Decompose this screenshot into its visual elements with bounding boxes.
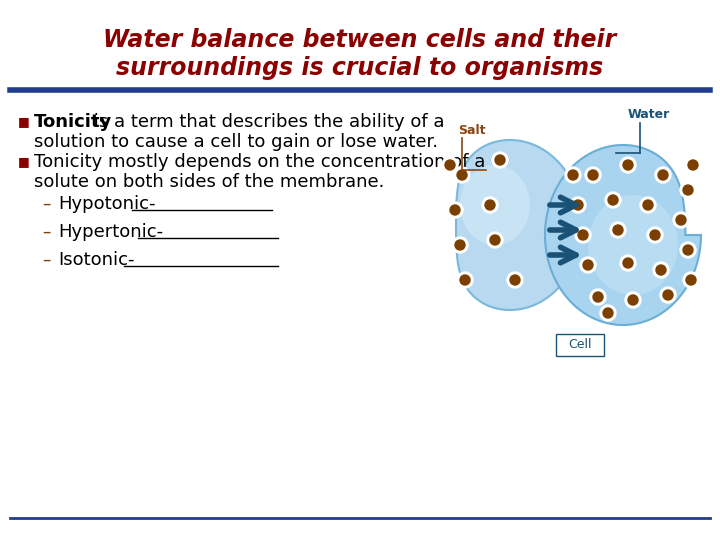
Ellipse shape [460,165,530,245]
Circle shape [485,200,495,210]
Circle shape [610,222,626,238]
Circle shape [482,197,498,213]
Circle shape [688,160,698,170]
Text: Salt: Salt [458,124,485,137]
Circle shape [680,182,696,198]
Text: Tonicity: Tonicity [34,113,112,131]
Circle shape [487,232,503,248]
Circle shape [495,155,505,165]
Text: solution to cause a cell to gain or lose water.: solution to cause a cell to gain or lose… [34,133,438,151]
Circle shape [655,167,671,183]
Circle shape [454,167,470,183]
Circle shape [640,197,656,213]
Text: –: – [42,223,50,241]
Circle shape [613,225,623,235]
Text: Hypotonic-: Hypotonic- [58,195,156,213]
Circle shape [643,200,653,210]
Circle shape [680,242,696,258]
Circle shape [625,292,641,308]
FancyBboxPatch shape [556,334,604,356]
Circle shape [580,257,596,273]
Circle shape [442,157,458,173]
Circle shape [683,185,693,195]
Text: ■: ■ [18,156,30,168]
Text: is a term that describes the ability of a: is a term that describes the ability of … [88,113,444,131]
Circle shape [650,230,660,240]
Circle shape [603,308,613,318]
Circle shape [653,262,669,278]
Circle shape [490,235,500,245]
Circle shape [676,215,686,225]
Circle shape [623,258,633,268]
Circle shape [573,200,583,210]
Circle shape [588,170,598,180]
Circle shape [583,260,593,270]
Circle shape [447,202,463,218]
Circle shape [450,205,460,215]
Circle shape [570,197,586,213]
Circle shape [623,160,633,170]
Polygon shape [545,145,701,325]
Text: –: – [42,195,50,213]
Circle shape [600,305,616,321]
Circle shape [660,287,676,303]
Circle shape [656,265,666,275]
Circle shape [455,240,465,250]
Circle shape [585,167,601,183]
Circle shape [457,272,473,288]
Circle shape [658,170,668,180]
Circle shape [605,192,621,208]
Circle shape [460,275,470,285]
Text: Tonicity mostly depends on the concentration of a: Tonicity mostly depends on the concentra… [34,153,485,171]
Circle shape [507,272,523,288]
Text: Isotonic-: Isotonic- [58,251,135,269]
Text: ■: ■ [18,116,30,129]
Text: Water balance between cells and their: Water balance between cells and their [104,28,616,52]
Circle shape [683,272,699,288]
Text: solute on both sides of the membrane.: solute on both sides of the membrane. [34,173,384,191]
Text: Hypertonic-: Hypertonic- [58,223,163,241]
Polygon shape [456,140,582,310]
Circle shape [683,245,693,255]
Text: Water: Water [628,109,670,122]
Circle shape [628,295,638,305]
Circle shape [686,275,696,285]
Text: Cell: Cell [568,339,592,352]
Text: –: – [42,251,50,269]
Circle shape [620,255,636,271]
Circle shape [685,157,701,173]
Circle shape [510,275,520,285]
Ellipse shape [588,195,678,295]
Circle shape [578,230,588,240]
Circle shape [593,292,603,302]
Circle shape [445,160,455,170]
Circle shape [492,152,508,168]
Circle shape [620,157,636,173]
Circle shape [663,290,673,300]
Circle shape [608,195,618,205]
Text: surroundings is crucial to organisms: surroundings is crucial to organisms [117,56,603,80]
Circle shape [647,227,663,243]
Circle shape [590,289,606,305]
Circle shape [575,227,591,243]
Circle shape [565,167,581,183]
Circle shape [452,237,468,253]
Circle shape [568,170,578,180]
Circle shape [457,170,467,180]
Circle shape [673,212,689,228]
